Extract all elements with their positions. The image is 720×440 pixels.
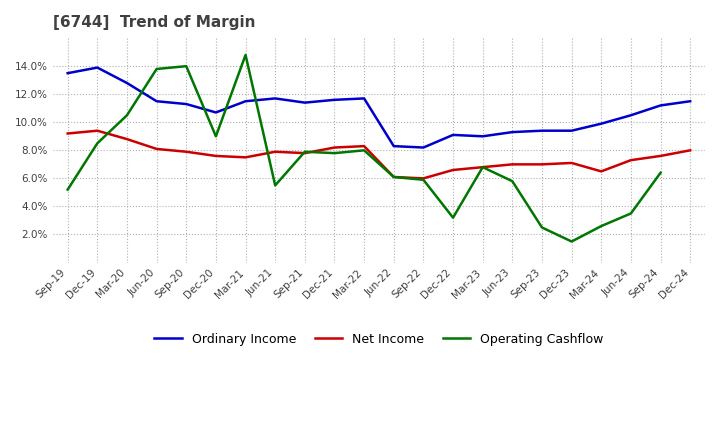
Ordinary Income xyxy=(597,121,606,126)
Operating Cashflow xyxy=(567,239,576,244)
Operating Cashflow xyxy=(122,113,131,118)
Net Income xyxy=(212,153,220,158)
Net Income xyxy=(300,150,309,156)
Line: Operating Cashflow: Operating Cashflow xyxy=(68,55,660,242)
Ordinary Income xyxy=(656,103,665,108)
Operating Cashflow xyxy=(182,63,191,69)
Legend: Ordinary Income, Net Income, Operating Cashflow: Ordinary Income, Net Income, Operating C… xyxy=(149,327,609,351)
Ordinary Income xyxy=(153,99,161,104)
Net Income xyxy=(271,149,279,154)
Ordinary Income xyxy=(538,128,546,133)
Net Income xyxy=(538,162,546,167)
Operating Cashflow xyxy=(390,174,398,180)
Net Income xyxy=(63,131,72,136)
Operating Cashflow xyxy=(153,66,161,72)
Operating Cashflow xyxy=(597,224,606,229)
Ordinary Income xyxy=(122,81,131,86)
Operating Cashflow xyxy=(360,148,369,153)
Ordinary Income xyxy=(567,128,576,133)
Net Income xyxy=(508,162,517,167)
Ordinary Income xyxy=(330,97,339,103)
Ordinary Income xyxy=(300,100,309,105)
Ordinary Income xyxy=(63,70,72,76)
Line: Net Income: Net Income xyxy=(68,131,690,178)
Net Income xyxy=(330,145,339,150)
Ordinary Income xyxy=(212,110,220,115)
Net Income xyxy=(153,146,161,151)
Ordinary Income xyxy=(686,99,695,104)
Net Income xyxy=(567,160,576,165)
Net Income xyxy=(419,176,428,181)
Ordinary Income xyxy=(626,113,635,118)
Operating Cashflow xyxy=(478,165,487,170)
Operating Cashflow xyxy=(300,149,309,154)
Ordinary Income xyxy=(241,99,250,104)
Text: [6744]  Trend of Margin: [6744] Trend of Margin xyxy=(53,15,256,30)
Ordinary Income xyxy=(360,96,369,101)
Operating Cashflow xyxy=(330,150,339,156)
Operating Cashflow xyxy=(538,225,546,230)
Net Income xyxy=(626,158,635,163)
Net Income xyxy=(686,148,695,153)
Operating Cashflow xyxy=(449,215,457,220)
Operating Cashflow xyxy=(271,183,279,188)
Net Income xyxy=(597,169,606,174)
Ordinary Income xyxy=(390,143,398,149)
Operating Cashflow xyxy=(63,187,72,192)
Operating Cashflow xyxy=(626,211,635,216)
Operating Cashflow xyxy=(419,177,428,183)
Line: Ordinary Income: Ordinary Income xyxy=(68,68,690,147)
Net Income xyxy=(478,165,487,170)
Ordinary Income xyxy=(271,96,279,101)
Net Income xyxy=(93,128,102,133)
Ordinary Income xyxy=(419,145,428,150)
Net Income xyxy=(122,136,131,142)
Net Income xyxy=(182,149,191,154)
Ordinary Income xyxy=(508,129,517,135)
Operating Cashflow xyxy=(93,141,102,146)
Net Income xyxy=(241,155,250,160)
Operating Cashflow xyxy=(508,179,517,184)
Net Income xyxy=(449,167,457,172)
Ordinary Income xyxy=(449,132,457,138)
Net Income xyxy=(390,174,398,180)
Ordinary Income xyxy=(182,101,191,106)
Operating Cashflow xyxy=(656,170,665,176)
Ordinary Income xyxy=(478,134,487,139)
Ordinary Income xyxy=(93,65,102,70)
Net Income xyxy=(360,143,369,149)
Operating Cashflow xyxy=(241,52,250,58)
Net Income xyxy=(656,153,665,158)
Operating Cashflow xyxy=(212,134,220,139)
